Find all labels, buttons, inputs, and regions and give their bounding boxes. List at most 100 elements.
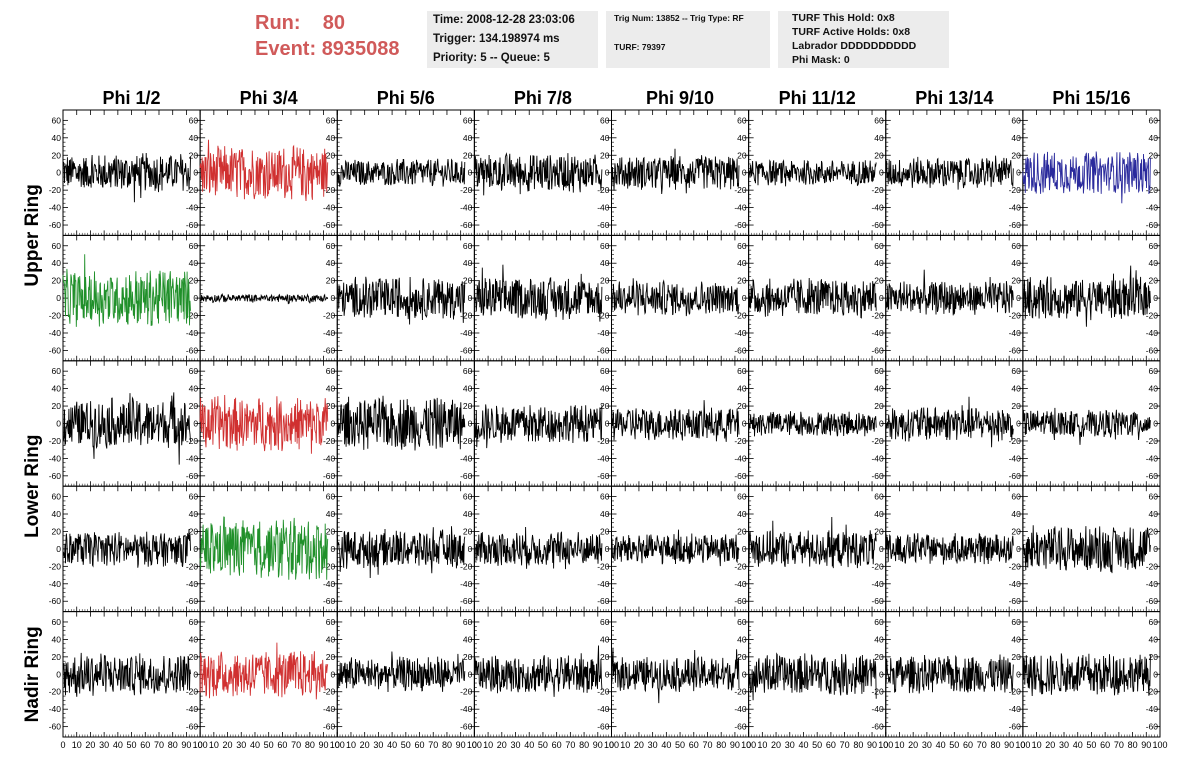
x-tick-label: 100 — [467, 740, 482, 750]
phi-mask-text: Phi Mask: 0 — [792, 54, 850, 66]
y-tick-label: 60 — [1011, 366, 1021, 376]
x-tick-label: 90 — [867, 740, 877, 750]
y-tick-label: 40 — [52, 509, 62, 519]
y-tick-label: -60 — [460, 220, 473, 230]
y-tick-label: 40 — [1011, 509, 1021, 519]
event-label: Event: — [255, 38, 317, 60]
x-tick-label: 90 — [181, 740, 191, 750]
y-tick-label: 60 — [189, 241, 199, 251]
y-tick-label: 60 — [1149, 617, 1159, 627]
run-line: Run: 80 — [255, 10, 400, 36]
waveform-trace — [611, 278, 740, 317]
y-tick-label: 20 — [737, 150, 747, 160]
column-header: Phi 3/4 — [240, 88, 298, 108]
y-tick-label: -60 — [597, 596, 610, 606]
y-tick-label: 40 — [326, 384, 336, 394]
waveform-trace — [885, 532, 1014, 565]
y-tick-label: -20 — [460, 436, 473, 446]
turf-this-hold-text: TURF This Hold: 0x8 — [792, 12, 895, 24]
waveform-trace — [885, 269, 1014, 316]
y-tick-label: 40 — [52, 133, 62, 143]
y-tick-label: -20 — [49, 311, 62, 321]
x-tick-label: 50 — [264, 740, 274, 750]
y-tick-label: -20 — [597, 561, 610, 571]
y-tick-label: 20 — [874, 652, 884, 662]
y-tick-label: 20 — [1011, 526, 1021, 536]
y-tick-label: -40 — [597, 579, 610, 589]
y-tick-label: 60 — [1011, 241, 1021, 251]
y-tick-label: -20 — [1146, 687, 1159, 697]
y-tick-label: -40 — [734, 328, 747, 338]
x-tick-label: 60 — [277, 740, 287, 750]
y-tick-label: 20 — [189, 276, 199, 286]
y-tick-label: -60 — [186, 345, 199, 355]
y-tick-label: 60 — [326, 492, 336, 502]
y-tick-label: 0 — [193, 419, 198, 429]
y-tick-label: 60 — [463, 241, 473, 251]
y-tick-label: 20 — [189, 150, 199, 160]
x-tick-label: 90 — [456, 740, 466, 750]
y-tick-label: 0 — [468, 293, 473, 303]
y-tick-label: 20 — [1149, 526, 1159, 536]
y-tick-label: 20 — [52, 652, 62, 662]
y-tick-label: -60 — [597, 471, 610, 481]
y-tick-label: -60 — [49, 722, 62, 732]
y-tick-label: -60 — [323, 596, 336, 606]
y-tick-label: -20 — [1146, 561, 1159, 571]
y-tick-label: 40 — [1149, 258, 1159, 268]
y-tick-label: -60 — [734, 345, 747, 355]
y-tick-label: -60 — [49, 596, 62, 606]
y-tick-label: -20 — [734, 185, 747, 195]
y-tick-label: -60 — [323, 345, 336, 355]
y-tick-label: 20 — [1149, 401, 1159, 411]
y-tick-label: 0 — [193, 669, 198, 679]
y-tick-label: 20 — [737, 276, 747, 286]
y-tick-label: 0 — [56, 419, 61, 429]
x-tick-label: 50 — [401, 740, 411, 750]
y-tick-label: 20 — [1149, 652, 1159, 662]
y-tick-label: -60 — [460, 345, 473, 355]
y-tick-label: -60 — [734, 596, 747, 606]
y-tick-label: -20 — [49, 561, 62, 571]
y-tick-label: 0 — [879, 293, 884, 303]
x-tick-label: 0 — [609, 740, 614, 750]
y-tick-label: 40 — [52, 634, 62, 644]
y-tick-label: 20 — [737, 652, 747, 662]
y-tick-label: 40 — [737, 634, 747, 644]
y-tick-label: 0 — [331, 419, 336, 429]
y-tick-label: -60 — [734, 471, 747, 481]
waveform-trace — [62, 529, 191, 568]
y-tick-label: 40 — [600, 509, 610, 519]
y-tick-label: 60 — [463, 366, 473, 376]
y-tick-label: 0 — [1016, 544, 1021, 554]
row-group-label: Upper Ring — [22, 184, 43, 286]
x-tick-label: 70 — [840, 740, 850, 750]
y-tick-label: 0 — [193, 293, 198, 303]
y-tick-label: -40 — [597, 203, 610, 213]
y-tick-label: -40 — [734, 453, 747, 463]
x-tick-label: 100 — [741, 740, 756, 750]
x-tick-label: 90 — [1141, 740, 1151, 750]
y-tick-label: -20 — [871, 561, 884, 571]
y-tick-label: -60 — [1146, 596, 1159, 606]
waveform-trace — [748, 411, 877, 437]
x-tick-label: 0 — [746, 740, 751, 750]
waveform-trace — [885, 654, 1014, 694]
y-tick-label: 0 — [468, 669, 473, 679]
y-tick-label: -40 — [323, 328, 336, 338]
waveform-trace — [748, 516, 877, 569]
y-tick-label: -20 — [734, 687, 747, 697]
y-tick-label: 60 — [326, 617, 336, 627]
turf-active-holds-text: TURF Active Holds: 0x8 — [792, 26, 911, 38]
y-tick-label: -40 — [323, 579, 336, 589]
turf-info-box: TURF This Hold: 0x8 TURF Active Holds: 0… — [778, 11, 949, 68]
y-tick-label: 20 — [600, 401, 610, 411]
y-tick-label: -60 — [186, 471, 199, 481]
x-tick-label: 20 — [634, 740, 644, 750]
y-tick-label: 60 — [326, 241, 336, 251]
y-tick-label: 40 — [600, 133, 610, 143]
column-header: Phi 13/14 — [915, 88, 993, 108]
x-tick-label: 20 — [908, 740, 918, 750]
x-tick-label: 0 — [335, 740, 340, 750]
y-tick-label: 40 — [1011, 634, 1021, 644]
